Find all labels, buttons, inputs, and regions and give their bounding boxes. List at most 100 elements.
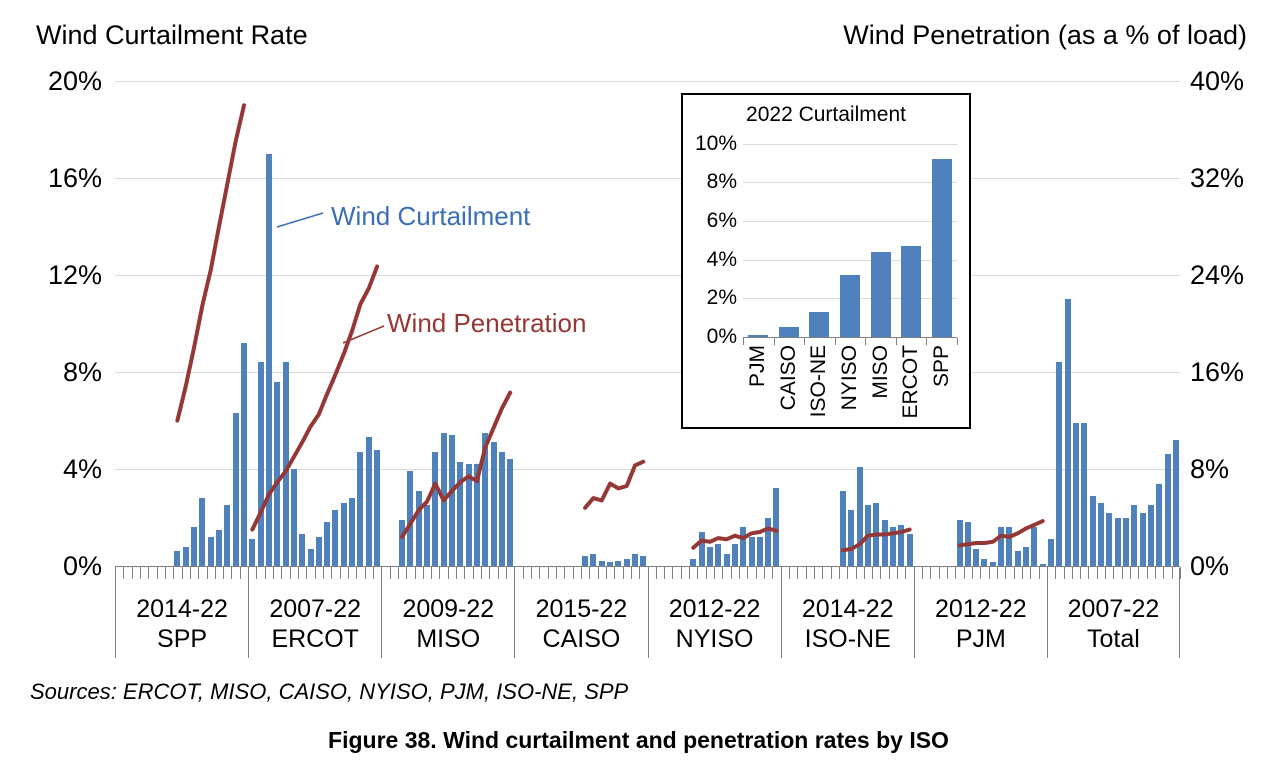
- curtailment-bar: [765, 517, 772, 566]
- group-year-range: 2009-22: [402, 595, 495, 623]
- axis-tick: [689, 567, 691, 579]
- inset-curtailment-bar: [931, 159, 952, 337]
- axis-tick: [1080, 567, 1082, 579]
- left-axis-tick-label: 4%: [62, 454, 102, 484]
- inset-gridline: [743, 220, 957, 222]
- axis-tick: [456, 567, 458, 579]
- penetration-line-SPP: [175, 103, 246, 423]
- axis-tick: [863, 567, 865, 579]
- axis-tick: [614, 567, 616, 579]
- axis-tick: [788, 567, 790, 579]
- curtailment-bar: [698, 532, 705, 566]
- inset-axis-tick: [804, 338, 806, 345]
- axis-tick: [930, 567, 932, 579]
- axis-tick: [414, 567, 416, 579]
- axis-tick: [539, 567, 541, 579]
- axis-tick: [805, 567, 807, 579]
- curtailment-bar: [315, 536, 322, 566]
- axis-tick: [231, 567, 233, 579]
- curtailment-bar: [274, 381, 281, 566]
- group-year-range: 2014-22: [801, 595, 894, 623]
- axis-tick: [639, 567, 641, 579]
- curtailment-bar: [582, 556, 589, 566]
- inset-axis-tick: [743, 338, 744, 345]
- curtailment-bar: [440, 432, 447, 566]
- axis-tick: [555, 567, 557, 579]
- right-axis-tick-label: 24%: [1190, 260, 1245, 290]
- axis-tick: [298, 567, 300, 579]
- axis-tick: [123, 567, 125, 579]
- axis-tick: [905, 567, 907, 579]
- axis-tick: [589, 567, 591, 579]
- inset-axis-tick: [773, 338, 775, 345]
- axis-tick: [664, 567, 666, 579]
- curtailment-bar: [399, 519, 406, 566]
- axis-tick: [1013, 567, 1015, 579]
- curtailment-bar: [715, 544, 722, 566]
- axis-tick: [1138, 567, 1140, 579]
- curtailment-bar: [424, 505, 430, 566]
- axis-tick: [597, 567, 599, 579]
- curtailment-bar: [290, 469, 297, 566]
- group-iso-name: NYISO: [675, 625, 754, 653]
- curtailment-bar: [998, 527, 1005, 566]
- x-group-cell: 2007-22 ERCOT: [248, 568, 381, 658]
- axis-tick: [1180, 567, 1181, 579]
- axis-tick: [705, 567, 707, 579]
- inset-gridline: [743, 143, 957, 145]
- curtailment-bar: [1089, 495, 1096, 566]
- curtailment-bar: [973, 549, 980, 566]
- curtailment-bar: [332, 510, 339, 566]
- curtailment-bar: [881, 519, 888, 566]
- axis-tick: [722, 567, 724, 579]
- axis-tick: [1163, 567, 1165, 579]
- axis-tick: [397, 567, 399, 579]
- curtailment-bar: [490, 442, 497, 566]
- curtailment-bar: [174, 551, 181, 566]
- figure-caption: Figure 38. Wind curtailment and penetrat…: [328, 727, 949, 753]
- inset-axis-tick: [957, 338, 958, 345]
- axis-tick: [1096, 567, 1098, 579]
- axis-tick: [323, 567, 324, 579]
- curtailment-bar: [706, 546, 713, 566]
- curtailment-bar: [1156, 483, 1163, 566]
- inset-curtailment-bar: [809, 311, 830, 337]
- axis-tick: [1071, 567, 1073, 579]
- curtailment-bar: [898, 524, 905, 566]
- curtailment-bar: [349, 498, 356, 566]
- group-year-range: 2007-22: [1067, 595, 1160, 623]
- curtailment-bar: [232, 413, 239, 566]
- axis-tick: [506, 567, 508, 579]
- curtailment-bar: [848, 510, 855, 566]
- curtailment-bar: [1139, 512, 1146, 566]
- gridline: [115, 178, 1180, 179]
- axis-tick: [847, 567, 849, 579]
- x-group-cell: 2014-22 SPP: [115, 568, 248, 658]
- curtailment-bar: [690, 558, 697, 566]
- penetration-leader-line: [342, 325, 385, 344]
- axis-tick: [1155, 567, 1157, 579]
- axis-tick: [439, 567, 441, 579]
- curtailment-bar: [906, 534, 913, 566]
- axis-tick: [897, 567, 899, 579]
- curtailment-bar: [964, 522, 971, 566]
- curtailment-bar: [240, 342, 247, 566]
- curtailment-bar: [873, 502, 880, 566]
- axis-tick: [980, 567, 982, 579]
- wind-curtailment-series-label: Wind Curtailment: [331, 201, 531, 231]
- axis-tick: [755, 567, 757, 579]
- curtailment-bar: [448, 435, 455, 566]
- axis-tick: [339, 567, 341, 579]
- axis-tick: [1121, 567, 1123, 579]
- group-iso-name: Total: [1087, 625, 1140, 653]
- axis-tick: [680, 567, 682, 579]
- inset-axis-tick: [895, 338, 897, 345]
- axis-tick: [880, 567, 882, 579]
- inset-category-label: MISO: [868, 345, 892, 399]
- inset-axis-tick: [926, 338, 928, 345]
- axis-tick: [938, 567, 940, 579]
- curtailment-bar: [1147, 505, 1154, 566]
- curtailment-bar: [1064, 299, 1071, 566]
- axis-tick: [156, 567, 158, 579]
- curtailment-bar: [590, 553, 597, 566]
